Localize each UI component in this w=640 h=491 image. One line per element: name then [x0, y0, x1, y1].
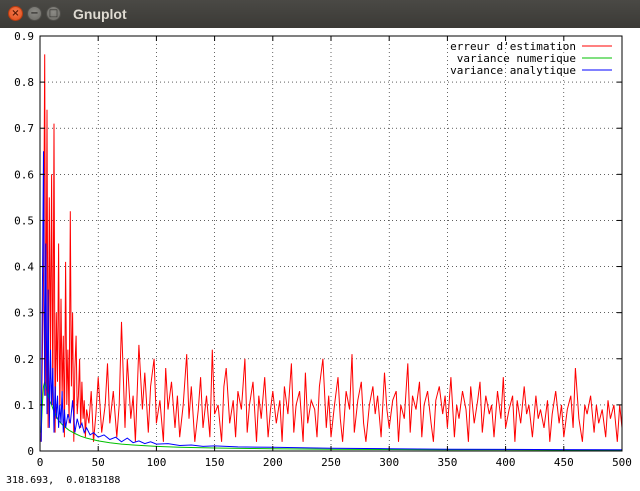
y-tick-label: 0.1: [14, 399, 34, 412]
x-tick-label: 350: [437, 456, 457, 469]
x-tick-label: 250: [321, 456, 341, 469]
x-tick-label: 200: [263, 456, 283, 469]
chart[interactable]: 0 50 100 150 200 250 300 350 400 450 500 0 0.1 0.2 0.3…: [0, 28, 640, 472]
y-tick-label: 0.3: [14, 307, 34, 320]
y-tick-label: 0.8: [14, 76, 34, 89]
series-line-variance-analytique: [40, 151, 623, 451]
series-line-erreur-d-estimation: [40, 54, 623, 442]
legend-label: variance analytique: [450, 64, 576, 77]
series-layer: [40, 54, 623, 451]
x-tick-label: 150: [205, 456, 225, 469]
legend-label: erreur d'estimation: [450, 40, 576, 53]
x-tick-label: 500: [612, 456, 632, 469]
y-tick-label: 0: [27, 445, 34, 458]
y-tick-label: 0.9: [14, 30, 34, 43]
plot-canvas[interactable]: 0 50 100 150 200 250 300 350 400 450 500 0 0.1 0.2 0.3…: [0, 28, 640, 472]
close-window-button[interactable]: ×: [8, 6, 23, 21]
x-tick-label: 450: [554, 456, 574, 469]
x-tick-label: 400: [496, 456, 516, 469]
y-tick-label: 0.7: [14, 122, 34, 135]
y-tick-label: 0.6: [14, 168, 34, 181]
window-title: Gnuplot: [73, 6, 127, 22]
window-titlebar[interactable]: × − □ Gnuplot: [0, 0, 640, 29]
legend-label: variance numerique: [457, 52, 576, 65]
maximize-window-button[interactable]: □: [46, 6, 61, 21]
x-tick-label: 100: [146, 456, 166, 469]
x-tick-label: 300: [379, 456, 399, 469]
y-tick-label: 0.4: [14, 261, 34, 274]
y-tick-label: 0.2: [14, 353, 34, 366]
axis-ticks: 0 50 100 150 200 250 300 350 400 450 500 0 0.1 0.2 0.3…: [14, 30, 632, 469]
y-tick-label: 0.5: [14, 214, 34, 227]
x-tick-label: 0: [37, 456, 44, 469]
mouse-coordinates: 318.693, 0.0183188: [6, 475, 121, 486]
grid-lines: [40, 36, 622, 451]
x-tick-label: 50: [92, 456, 105, 469]
series-line-variance-numerique: [40, 381, 623, 451]
minimize-window-button[interactable]: −: [27, 6, 42, 21]
status-bar: 318.693, 0.0183188: [0, 472, 640, 491]
